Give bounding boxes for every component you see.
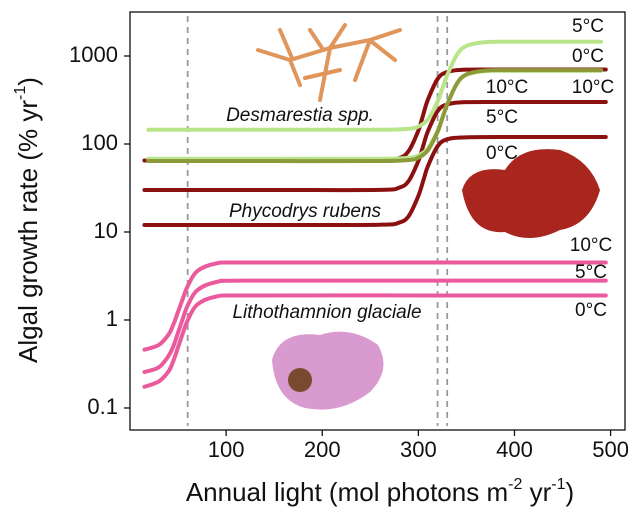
series-label: 5°C — [572, 16, 604, 37]
x-axis-title-part: ) — [565, 477, 574, 507]
x-axis-title-part: -2 — [508, 476, 522, 493]
series-label: 0°C — [486, 143, 518, 164]
x-tick-label: 200 — [304, 437, 341, 462]
x-tick-label: 400 — [496, 437, 533, 462]
series-label: 10°C — [570, 235, 612, 256]
group-label: Phycodrys rubens — [229, 201, 382, 222]
series-label: 5°C — [575, 262, 607, 283]
group-label: Desmarestia spp. — [226, 105, 374, 126]
y-axis-title-part: -1 — [12, 86, 29, 100]
line-series — [148, 71, 601, 159]
x-axis-title-part: yr — [522, 477, 551, 507]
x-axis-title-part: Annual light (mol photons m — [186, 477, 508, 507]
chart: 100 200 300 400 500 0.1 1 10 100 1000 Annual ligh… — [0, 0, 628, 511]
x-tick-label: 100 — [208, 437, 245, 462]
y-axis-title-part: ) — [13, 77, 43, 86]
group-label: Lithothamnion glaciale — [232, 302, 421, 323]
series-label: 0°C — [572, 46, 604, 67]
x-axis-title: Annual light (mol photons m-2 yr-1) — [186, 476, 574, 507]
y-axis-title-part: Algal growth rate (% yr — [13, 100, 43, 363]
decoration — [258, 25, 400, 100]
y-tick-label: 100 — [81, 130, 118, 155]
line-series — [144, 69, 605, 160]
y-tick-label: 1000 — [69, 42, 118, 67]
series-label: 10°C — [486, 77, 528, 98]
series-label: 10°C — [572, 77, 614, 98]
y-tick-label: 1 — [106, 306, 118, 331]
series-label: 0°C — [575, 300, 607, 321]
line-series — [148, 70, 601, 161]
y-axis-title: Algal growth rate (% yr-1) — [12, 77, 43, 363]
x-tick-label: 500 — [592, 437, 628, 462]
line-series — [148, 42, 601, 130]
y-tick-label: 10 — [94, 218, 118, 243]
y-tick-label: 0.1 — [87, 394, 118, 419]
x-axis-title-part: -1 — [551, 476, 565, 493]
series-label: 5°C — [486, 107, 518, 128]
x-tick-label: 300 — [400, 437, 437, 462]
